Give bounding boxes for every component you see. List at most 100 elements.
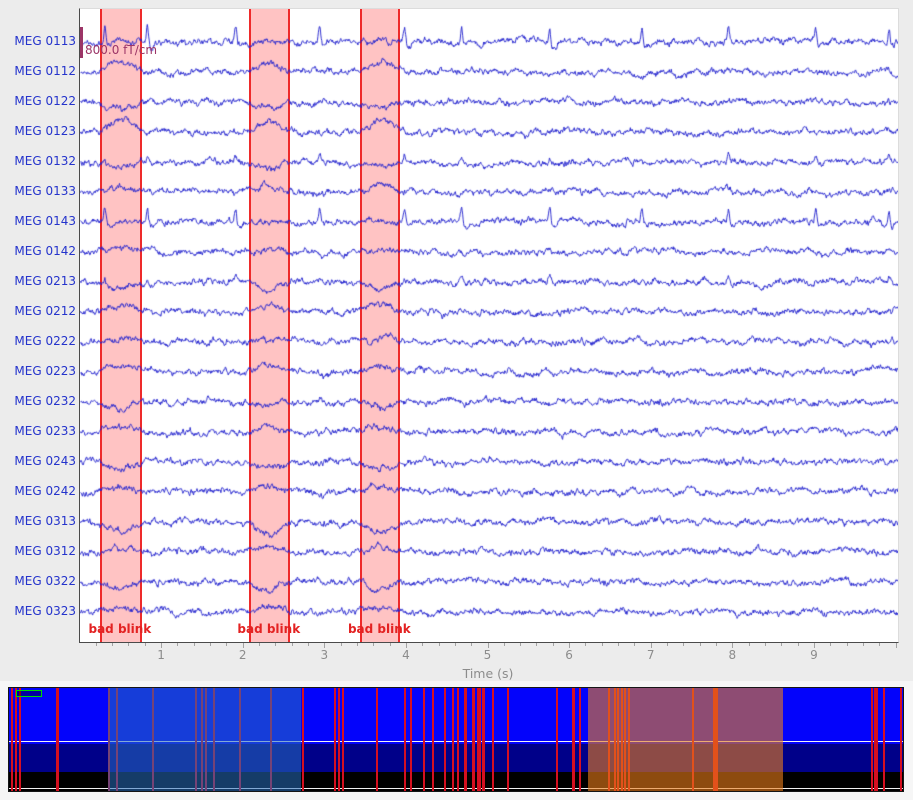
minor-tick xyxy=(601,642,603,646)
channel-label-meg-0242[interactable]: MEG 0242 xyxy=(14,484,76,498)
minor-tick xyxy=(259,642,261,646)
overview-annotation-line xyxy=(302,688,304,791)
overview-annotation-line xyxy=(873,688,876,791)
scalebar xyxy=(80,27,83,58)
minor-tick xyxy=(356,642,358,646)
minor-tick xyxy=(552,642,554,646)
minor-tick xyxy=(471,642,473,646)
minor-tick xyxy=(95,642,97,646)
overview-annotation-line xyxy=(457,688,459,791)
tick-label: 9 xyxy=(810,648,818,662)
minor-tick xyxy=(618,642,620,646)
overview-annotation-line xyxy=(334,688,336,791)
channel-label-meg-0112[interactable]: MEG 0112 xyxy=(14,64,76,78)
minor-tick xyxy=(275,642,277,646)
minor-tick xyxy=(340,642,342,646)
tick-label: 8 xyxy=(728,648,737,662)
channel-label-meg-0323[interactable]: MEG 0323 xyxy=(14,604,76,618)
overview-annotation-line xyxy=(375,688,378,791)
overview-annotation-line xyxy=(871,688,873,791)
major-tick xyxy=(487,642,489,648)
channel-label-meg-0122[interactable]: MEG 0122 xyxy=(14,94,76,108)
annotation-label: bad blink xyxy=(237,622,301,636)
overview-annotation-line xyxy=(452,688,454,791)
minor-tick xyxy=(128,642,130,646)
overview-annotation-line xyxy=(556,688,558,791)
meg-traces-canvas[interactable] xyxy=(80,9,898,642)
channel-label-meg-0212[interactable]: MEG 0212 xyxy=(14,304,76,318)
overview-scroll-bar[interactable] xyxy=(8,687,904,792)
minor-tick xyxy=(438,642,440,646)
channel-label-meg-0123[interactable]: MEG 0123 xyxy=(14,124,76,138)
scalebar-label: 800.0 fT/cm xyxy=(85,43,158,57)
minor-tick xyxy=(373,642,375,646)
overview-annotation-line xyxy=(477,688,481,791)
channel-label-meg-0142[interactable]: MEG 0142 xyxy=(14,244,76,258)
channel-label-meg-0243[interactable]: MEG 0243 xyxy=(14,454,76,468)
overview-annotation-line xyxy=(900,688,902,791)
overview-annotation-line xyxy=(341,688,344,791)
channel-label-meg-0232[interactable]: MEG 0232 xyxy=(14,394,76,408)
overview-annotation-line xyxy=(579,688,581,791)
channel-label-meg-0223[interactable]: MEG 0223 xyxy=(14,364,76,378)
minor-tick xyxy=(193,642,195,646)
minor-tick xyxy=(683,642,685,646)
overview-annotation-line xyxy=(10,688,13,791)
overview-annotation-line xyxy=(444,688,446,791)
minor-tick xyxy=(210,642,212,646)
channel-label-meg-0312[interactable]: MEG 0312 xyxy=(14,544,76,558)
overview-annotation-line xyxy=(882,688,885,791)
major-tick xyxy=(405,642,407,648)
minor-tick xyxy=(830,642,832,646)
minor-tick xyxy=(781,642,783,646)
minor-tick xyxy=(634,642,636,646)
minor-tick xyxy=(667,642,669,646)
minor-tick xyxy=(177,642,179,646)
channel-label-meg-0133[interactable]: MEG 0133 xyxy=(14,184,76,198)
major-tick xyxy=(324,642,326,648)
overview-annotation-line xyxy=(410,688,412,791)
overview-annotation-line xyxy=(482,688,485,791)
major-tick xyxy=(895,642,897,648)
minor-tick xyxy=(144,642,146,646)
minor-tick xyxy=(764,642,766,646)
overview-annotation-line xyxy=(876,688,878,791)
minor-tick xyxy=(797,642,799,646)
channel-label-meg-0113[interactable]: MEG 0113 xyxy=(14,34,76,48)
channel-label-meg-0322[interactable]: MEG 0322 xyxy=(14,574,76,588)
minor-tick xyxy=(846,642,848,646)
minor-tick xyxy=(226,642,228,646)
overview-annotation-line xyxy=(338,688,340,791)
minor-tick xyxy=(291,642,293,646)
channel-label-meg-0222[interactable]: MEG 0222 xyxy=(14,334,76,348)
major-tick xyxy=(161,642,163,648)
minor-tick xyxy=(699,642,701,646)
channel-label-meg-0313[interactable]: MEG 0313 xyxy=(14,514,76,528)
minor-tick xyxy=(748,642,750,646)
tick-label: 6 xyxy=(565,648,573,662)
major-tick xyxy=(650,642,652,648)
tick-label: 3 xyxy=(320,648,329,662)
overview-annotation-line xyxy=(464,688,467,791)
minor-tick xyxy=(422,642,424,646)
overview-annotation-line xyxy=(55,688,59,791)
overview-annotation-line xyxy=(18,688,21,791)
major-tick xyxy=(813,642,815,648)
overview-annotation-line xyxy=(432,688,434,791)
time-axis-label: Time (s) xyxy=(462,666,514,681)
overview-annotation-line xyxy=(472,688,475,791)
overview-viewport-rect[interactable] xyxy=(16,690,42,697)
channel-label-meg-0132[interactable]: MEG 0132 xyxy=(14,154,76,168)
minor-tick xyxy=(879,642,881,646)
tick-label: 2 xyxy=(238,648,247,662)
channel-label-meg-0143[interactable]: MEG 0143 xyxy=(14,214,76,228)
minor-tick xyxy=(389,642,391,646)
minor-tick xyxy=(307,642,309,646)
overview-annotation-line xyxy=(423,688,425,791)
minor-tick xyxy=(862,642,864,646)
channel-label-meg-0213[interactable]: MEG 0213 xyxy=(14,274,76,288)
overview-annotation-overlay xyxy=(107,688,301,791)
minor-tick xyxy=(503,642,505,646)
minor-tick xyxy=(454,642,456,646)
channel-label-meg-0233[interactable]: MEG 0233 xyxy=(14,424,76,438)
